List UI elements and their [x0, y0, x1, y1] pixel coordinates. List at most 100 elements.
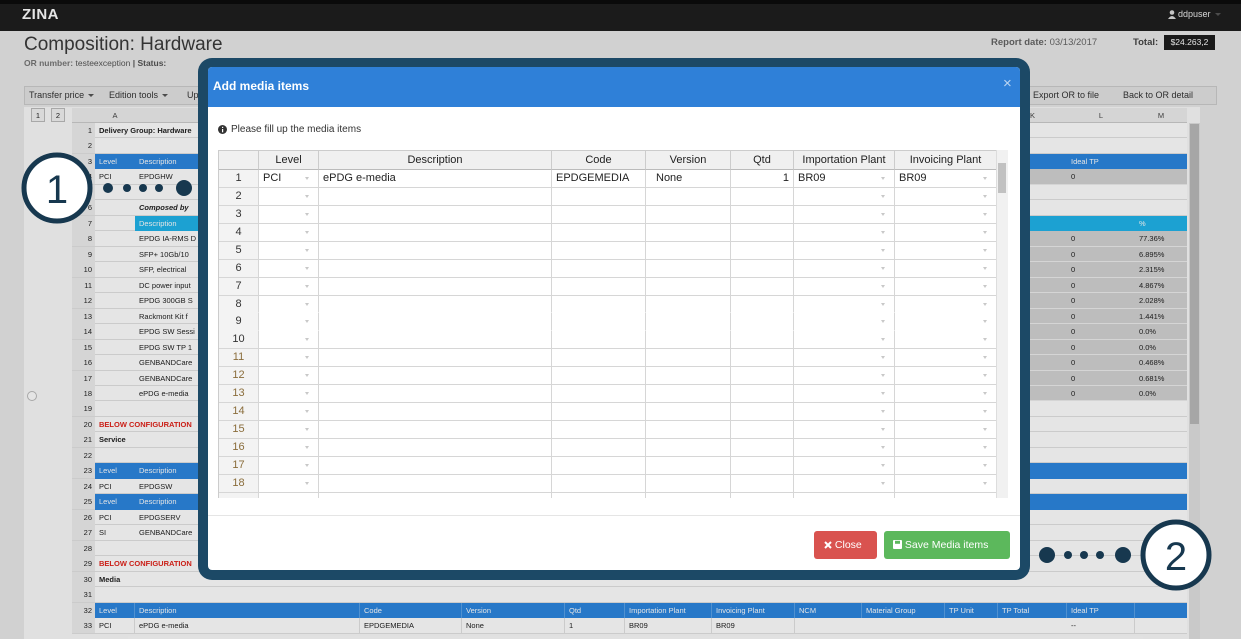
grid-cell[interactable]: [319, 205, 552, 224]
grid-cell[interactable]: [794, 403, 895, 421]
grid-cell[interactable]: [646, 187, 731, 206]
grid-cell[interactable]: [552, 187, 646, 206]
grid-cell[interactable]: [319, 474, 552, 493]
grid-cell[interactable]: [646, 456, 731, 475]
grid-cell[interactable]: [794, 277, 895, 296]
grid-cell[interactable]: [319, 187, 552, 206]
grid-cell[interactable]: [731, 259, 794, 278]
grid-cell[interactable]: [259, 492, 319, 498]
sheet-tab[interactable]: 2: [51, 108, 65, 122]
brand[interactable]: ZINA: [22, 6, 59, 23]
grid-cell[interactable]: [731, 421, 794, 439]
grid-cell[interactable]: [646, 403, 731, 421]
modal-close-icon[interactable]: ×: [1003, 75, 1012, 92]
grid-cell[interactable]: [552, 313, 646, 332]
grid-cell[interactable]: [552, 421, 646, 439]
grid-cell[interactable]: [794, 187, 895, 206]
grid-cell[interactable]: [552, 403, 646, 421]
grid-cell[interactable]: [731, 474, 794, 493]
grid-cell[interactable]: [646, 349, 731, 368]
grid-cell[interactable]: [731, 385, 794, 404]
grid-cell[interactable]: [646, 421, 731, 439]
grid-cell[interactable]: [552, 223, 646, 242]
grid-cell[interactable]: [731, 438, 794, 457]
grid-cell[interactable]: [794, 205, 895, 224]
grid-cell[interactable]: [319, 403, 552, 421]
grid-cell[interactable]: [552, 438, 646, 457]
grid-cell[interactable]: [646, 367, 731, 386]
grid-cell[interactable]: [794, 349, 895, 368]
sheet-tab[interactable]: 1: [31, 108, 45, 122]
user-menu[interactable]: ddpuser: [1178, 9, 1221, 19]
grid-scrollbar[interactable]: [996, 150, 1008, 498]
grid-cell[interactable]: [319, 223, 552, 242]
save-button[interactable]: Save Media items: [884, 531, 1010, 559]
grid-cell[interactable]: [259, 295, 319, 314]
grid-cell[interactable]: ePDG e-media: [319, 170, 552, 188]
grid-cell[interactable]: [731, 403, 794, 421]
grid-cell[interactable]: [646, 313, 731, 332]
grid-cell[interactable]: [552, 474, 646, 493]
grid-cell[interactable]: [794, 385, 895, 404]
grid-cell[interactable]: [646, 438, 731, 457]
grid-cell[interactable]: [552, 277, 646, 296]
grid-cell[interactable]: [646, 295, 731, 314]
grid-cell[interactable]: [259, 421, 319, 439]
grid-cell[interactable]: [646, 259, 731, 278]
grid-cell[interactable]: [319, 313, 552, 332]
grid-cell[interactable]: [731, 241, 794, 260]
grid-cell[interactable]: [794, 421, 895, 439]
grid-cell[interactable]: None: [646, 170, 731, 188]
grid-cell[interactable]: [552, 492, 646, 498]
grid-cell[interactable]: [259, 474, 319, 493]
grid-cell[interactable]: [259, 223, 319, 242]
collapse-toggle[interactable]: [27, 391, 37, 401]
grid-cell[interactable]: [259, 456, 319, 475]
grid-cell[interactable]: [794, 492, 895, 498]
grid-cell[interactable]: [319, 438, 552, 457]
grid-cell[interactable]: [731, 492, 794, 498]
grid-cell[interactable]: [794, 331, 895, 350]
toolbar-menu[interactable]: Edition tools: [109, 90, 168, 100]
grid-cell[interactable]: [319, 277, 552, 296]
grid-cell[interactable]: [552, 385, 646, 404]
grid-cell[interactable]: [646, 241, 731, 260]
grid-cell[interactable]: [259, 313, 319, 332]
toolbar-action[interactable]: Export OR to file: [1033, 90, 1100, 100]
grid-cell[interactable]: [794, 259, 895, 278]
grid-cell[interactable]: [794, 241, 895, 260]
grid-cell[interactable]: [319, 385, 552, 404]
grid-cell[interactable]: [552, 456, 646, 475]
grid-cell[interactable]: EPDGEMEDIA: [552, 170, 646, 188]
grid-cell[interactable]: [794, 438, 895, 457]
grid-cell[interactable]: [731, 349, 794, 368]
grid-cell[interactable]: [259, 349, 319, 368]
grid-cell[interactable]: [794, 367, 895, 386]
grid-cell[interactable]: [731, 187, 794, 206]
grid-cell[interactable]: [552, 349, 646, 368]
grid-cell[interactable]: [259, 205, 319, 224]
grid-cell[interactable]: BR09: [794, 170, 895, 188]
grid-cell[interactable]: [646, 277, 731, 296]
grid-cell[interactable]: [259, 438, 319, 457]
grid-cell[interactable]: [259, 367, 319, 386]
grid-cell[interactable]: [259, 331, 319, 350]
grid-cell[interactable]: [552, 295, 646, 314]
grid-cell[interactable]: [552, 241, 646, 260]
grid-cell[interactable]: [259, 241, 319, 260]
grid-cell[interactable]: [319, 259, 552, 278]
grid-cell[interactable]: [319, 295, 552, 314]
grid-cell[interactable]: [319, 331, 552, 350]
grid-cell[interactable]: [794, 313, 895, 332]
grid-cell[interactable]: [731, 223, 794, 242]
grid-cell[interactable]: [646, 223, 731, 242]
grid-cell[interactable]: [259, 259, 319, 278]
grid-cell[interactable]: [259, 277, 319, 296]
grid-cell[interactable]: PCI: [259, 170, 319, 188]
grid-scroll-thumb[interactable]: [998, 163, 1006, 193]
close-button[interactable]: Close: [814, 531, 877, 559]
grid-cell[interactable]: [731, 277, 794, 296]
toolbar-menu[interactable]: Up: [187, 90, 209, 100]
grid-cell[interactable]: [259, 403, 319, 421]
grid-cell[interactable]: [646, 385, 731, 404]
